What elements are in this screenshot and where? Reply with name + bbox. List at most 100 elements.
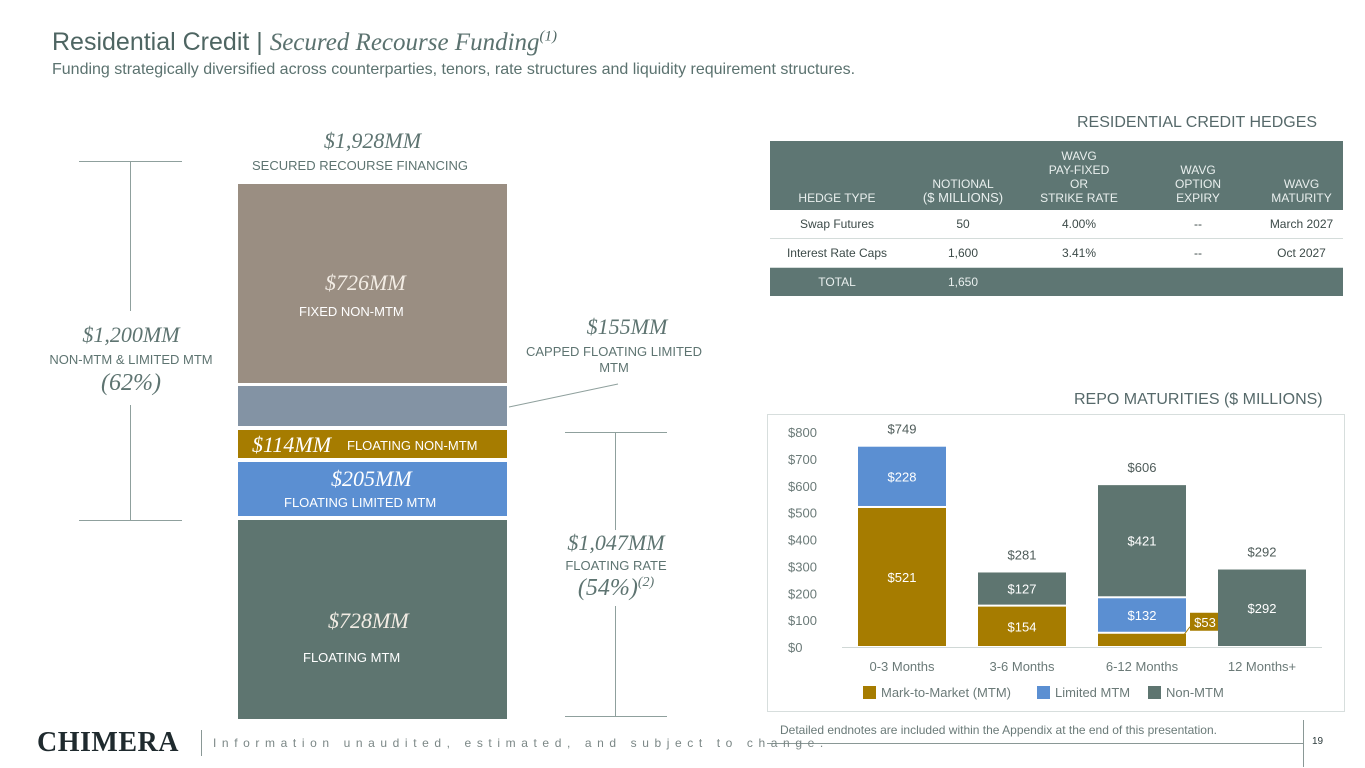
left-label: NON-MTM & LIMITED MTM — [49, 352, 213, 367]
cell-maturity: Oct 2027 — [1260, 238, 1343, 268]
chimera-logo: CHIMERA — [37, 727, 179, 758]
bar-total-label: $606 — [1128, 460, 1157, 475]
table-row: Swap Futures 50 4.00% -- March 2027 — [770, 210, 1343, 239]
header-notional: NOTIONAL ($ MILLIONS) — [904, 141, 1022, 210]
right-bracket-top — [565, 432, 667, 433]
left-amount: $1,200MM — [82, 322, 180, 347]
legend-swatch — [1037, 686, 1050, 699]
bar-callout-box — [1190, 612, 1220, 631]
y-tick-label: $500 — [788, 506, 817, 521]
cell-type: Swap Futures — [770, 210, 904, 239]
right-bracket-upper — [615, 432, 616, 530]
capped-label-line1: CAPPED FLOATING LIMITED — [525, 344, 702, 359]
x-tick-label: 3-6 Months — [989, 659, 1055, 674]
right-pct: (54%) — [577, 575, 638, 601]
hedges-table: HEDGE TYPE NOTIONAL ($ MILLIONS) WAVG PAY-… — [770, 141, 1343, 296]
bar-total-label: $749 — [888, 422, 917, 437]
right-label: FLOATING RATE — [565, 558, 667, 573]
bar-segment — [858, 507, 946, 646]
bar-segment — [978, 606, 1066, 646]
left-bracket-upper — [130, 161, 131, 311]
repo-chart: $0 $100 $200 $300 $400 $500 $600 $700 $800 $521 $2… — [788, 422, 1322, 700]
block-floating-mtm-amount: $728MM — [328, 608, 409, 633]
bar-value-label: $521 — [888, 570, 917, 585]
block-fixed-non-mtm: $726MM FIXED NON-MTM — [238, 184, 507, 383]
legend-swatch — [1148, 686, 1161, 699]
block-floating-limited-mtm: $205MM FLOATING LIMITED MTM — [238, 462, 507, 516]
cell-total-notional: 1,650 — [904, 267, 1022, 296]
title-footnote: (1) — [539, 28, 558, 45]
x-tick-label: 12 Months+ — [1228, 659, 1296, 674]
block-floating-non-mtm: $114MM FLOATING NON-MTM — [238, 430, 507, 458]
footer-divider — [1303, 720, 1304, 767]
table-row: Interest Rate Caps 1,600 3.41% -- Oct 20… — [770, 238, 1343, 268]
right-bracket-lower — [615, 606, 616, 716]
cell-empty — [1136, 267, 1260, 296]
header-maturity: WAVG MATURITY — [1260, 141, 1343, 210]
bar-value-label: $421 — [1128, 534, 1157, 549]
cell-notional: 1,600 — [904, 238, 1022, 268]
header-hedge-type: HEDGE TYPE — [770, 141, 904, 210]
bar-total-label: $292 — [1248, 545, 1277, 560]
block-floating-limited-label: FLOATING LIMITED MTM — [284, 495, 437, 510]
header-strike-rate: WAVG PAY-FIXED OR STRIKE RATE — [1022, 141, 1136, 210]
page-title: Residential Credit | Secured Recourse Fu… — [52, 28, 557, 57]
x-tick-label: 0-3 Months — [869, 659, 935, 674]
right-bracket-bottom — [565, 716, 667, 717]
cell-maturity: March 2027 — [1260, 210, 1343, 239]
block-floating-limited-amount: $205MM — [331, 466, 412, 491]
endnote: Detailed endnotes are included within th… — [780, 723, 1217, 737]
total-funding-label: SECURED RECOURSE FINANCING — [252, 158, 468, 173]
y-tick-label: $400 — [788, 533, 817, 548]
bar-segment — [1098, 485, 1186, 597]
cell-empty — [1022, 267, 1136, 296]
y-tick-label: $800 — [788, 425, 817, 440]
bar-total-label: $281 — [1008, 547, 1037, 562]
page-number: 19 — [1312, 736, 1324, 747]
block-floating-mtm-label: FLOATING MTM — [303, 650, 401, 665]
page-subtitle: Funding strategically diversified across… — [52, 61, 856, 78]
hedges-header-row: HEDGE TYPE NOTIONAL ($ MILLIONS) WAVG PAY-… — [770, 141, 1343, 210]
y-tick-label: $100 — [788, 613, 817, 628]
right-pct-wrap: (54%)(2) — [530, 575, 702, 602]
table-total-row: TOTAL 1,650 — [770, 267, 1343, 296]
cell-rate: 3.41% — [1022, 238, 1136, 268]
repo-chart-frame — [767, 414, 1345, 712]
y-tick-label: $0 — [788, 640, 802, 655]
cell-total-label: TOTAL — [770, 267, 904, 296]
block-floating-mtm: $728MM FLOATING MTM — [238, 520, 507, 719]
bar-value-label: $154 — [1008, 619, 1037, 634]
y-tick-label: $200 — [788, 586, 817, 601]
y-tick-label: $600 — [788, 479, 817, 494]
cell-rate: 4.00% — [1022, 210, 1136, 239]
cell-expiry: -- — [1136, 210, 1260, 239]
hedges-title: RESIDENTIAL CREDIT HEDGES — [1077, 114, 1318, 131]
x-tick-label: 6-12 Months — [1106, 659, 1179, 674]
bar-callout-line — [1183, 626, 1191, 636]
left-pct: (62%) — [101, 370, 161, 396]
legend-label: Limited MTM — [1055, 685, 1130, 700]
legend-label: Mark-to-Market (MTM) — [881, 685, 1011, 700]
title-main: Residential Credit | — [52, 28, 270, 56]
capped-leader-line — [508, 383, 619, 408]
bar-segment — [858, 446, 946, 506]
logo-divider — [201, 730, 202, 756]
legend-swatch — [863, 686, 876, 699]
legend-label: Non-MTM — [1166, 685, 1224, 700]
block-floating-non-mtm-label: FLOATING NON-MTM — [347, 438, 478, 453]
total-funding-amount: $1,928MM — [323, 128, 422, 153]
capped-label-line2: MTM — [599, 360, 629, 375]
cell-type: Interest Rate Caps — [770, 238, 904, 268]
left-bracket-lower — [130, 405, 131, 520]
cell-expiry: -- — [1136, 238, 1260, 268]
bar-segment — [978, 572, 1066, 605]
capped-amount: $155MM — [586, 314, 668, 339]
left-bracket-bottom — [79, 520, 182, 521]
right-footnote: (2) — [637, 575, 655, 590]
bar-value-label: $228 — [888, 469, 917, 484]
repo-title: REPO MATURITIES ($ MILLIONS) — [1074, 391, 1323, 408]
bar-segment — [1098, 598, 1186, 632]
bar-value-label: $132 — [1128, 608, 1157, 623]
title-sub: Secured Recourse Funding — [269, 29, 540, 56]
block-capped-floating — [238, 386, 507, 426]
